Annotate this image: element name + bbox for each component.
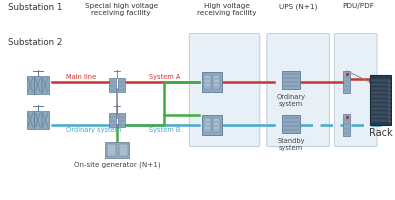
Bar [371,107,390,110]
Bar [27,76,34,94]
FancyBboxPatch shape [267,33,329,146]
Text: Rack: Rack [369,128,392,138]
Bar [343,114,350,136]
Bar [371,79,390,82]
Bar [371,119,390,122]
Bar [371,87,390,90]
Bar [202,115,222,135]
Text: Main line: Main line [66,74,96,80]
Text: Ordinary
system: Ordinary system [276,94,306,107]
Bar [371,83,390,86]
Bar [371,95,390,98]
Bar [370,75,391,125]
Bar [27,111,34,129]
Bar [371,91,390,94]
Bar [42,111,49,129]
Text: System A: System A [149,74,181,80]
Bar [34,111,41,129]
Bar [371,99,390,102]
Bar [204,118,211,132]
Bar [118,78,125,92]
Text: PDU/PDF: PDU/PDF [342,3,374,9]
Bar [371,111,390,114]
Bar [282,115,300,133]
Text: Standby
system: Standby system [277,138,305,151]
Text: Substation 2: Substation 2 [8,38,62,47]
Bar [109,78,117,92]
Bar [204,75,211,89]
Bar [105,142,129,158]
Text: Special high voltage
receiving facility: Special high voltage receiving facility [85,3,158,16]
Text: UPS (N+1): UPS (N+1) [279,3,317,9]
Bar [107,144,116,156]
Bar [371,115,390,118]
Bar [109,113,117,127]
Text: Substation 1: Substation 1 [8,3,62,12]
FancyBboxPatch shape [189,33,260,146]
Bar [34,76,41,94]
FancyBboxPatch shape [334,33,377,146]
Text: On-site generator (N+1): On-site generator (N+1) [74,162,160,168]
Bar [371,103,390,106]
Bar [202,72,222,92]
Bar [213,118,220,132]
Text: Ordinary system: Ordinary system [66,127,121,133]
Bar [282,71,300,89]
Bar [42,76,49,94]
Bar [213,75,220,89]
Text: High voltage
receiving facility: High voltage receiving facility [197,3,256,16]
Text: System B: System B [149,127,181,133]
Bar [119,144,128,156]
Bar [118,113,125,127]
Bar [343,71,350,93]
